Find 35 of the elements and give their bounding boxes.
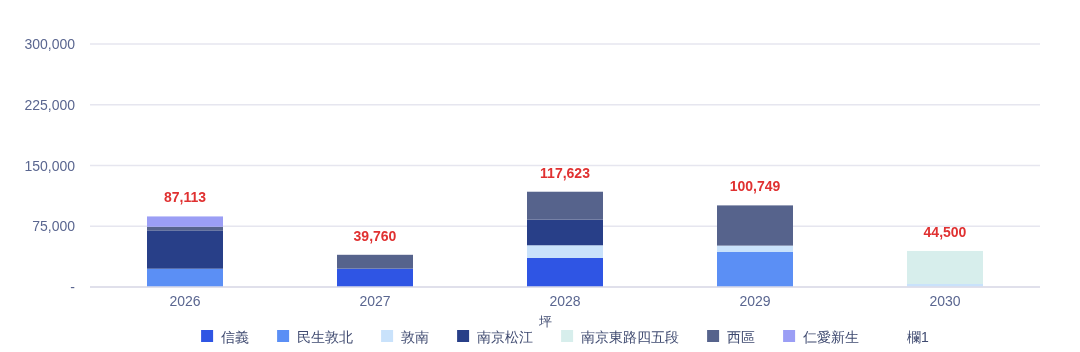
text: 坪 bbox=[537, 314, 552, 329]
y-tick-label: 150,000 bbox=[24, 157, 76, 174]
legend-label: 西區 bbox=[727, 329, 756, 345]
total-label: 117,623 bbox=[540, 164, 591, 181]
total-label: 87,113 bbox=[163, 189, 207, 206]
bar bbox=[147, 230, 223, 269]
x-tick-label: 2028 bbox=[549, 293, 581, 309]
bar bbox=[527, 258, 603, 287]
x-tick-label: 2027 bbox=[359, 293, 391, 309]
bar bbox=[717, 252, 793, 287]
legend-label: 信義 bbox=[221, 329, 250, 345]
y-tick-label: - bbox=[70, 279, 76, 295]
y-tick-label: 300,000 bbox=[24, 36, 76, 52]
legend-label: 南京松江 bbox=[477, 329, 534, 345]
legend-label: 民生敦北 bbox=[297, 329, 354, 345]
x-tick-label: 2030 bbox=[929, 293, 961, 309]
x-tick-label: 2026 bbox=[169, 293, 201, 309]
bar bbox=[147, 268, 223, 287]
y-tick-label: 75,000 bbox=[32, 218, 76, 235]
x-tick-label: 2029 bbox=[739, 293, 771, 309]
bar bbox=[527, 219, 603, 246]
y-tick-label: 225,000 bbox=[24, 96, 76, 113]
bar bbox=[527, 191, 603, 220]
bar bbox=[337, 254, 413, 269]
total-label: 44,500 bbox=[923, 223, 967, 240]
bar bbox=[527, 245, 603, 258]
bar bbox=[717, 205, 793, 246]
text: 欄1 bbox=[907, 329, 929, 345]
total-label: 100,749 bbox=[729, 178, 781, 195]
bar bbox=[717, 245, 793, 253]
legend-label: 南京東路四五段 bbox=[581, 329, 680, 345]
bar bbox=[337, 268, 413, 287]
legend-label: 仁愛新生 bbox=[802, 329, 860, 345]
legend-label: 敦南 bbox=[401, 329, 430, 345]
total-label: 39,760 bbox=[353, 227, 397, 244]
